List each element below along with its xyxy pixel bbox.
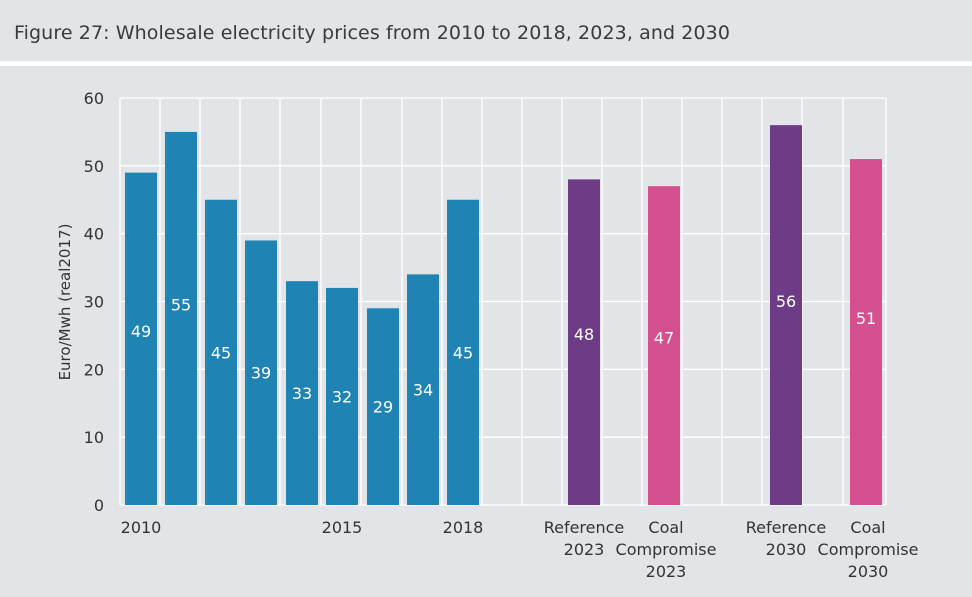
y-tick-label: 60 [84,89,104,108]
bar-value-label: 34 [413,381,433,400]
x-tick-label: 2018 [443,518,484,537]
y-tick-label: 10 [84,428,104,447]
bar-value-label: 32 [332,387,352,406]
bar [245,240,277,505]
x-tick-label: 2015 [322,518,363,537]
y-tick-label: 0 [94,496,104,515]
bar [326,287,358,505]
x-tick-label: Coal Compromise 2023 [616,518,717,581]
bar-value-label: 45 [211,343,231,362]
bar [447,199,479,505]
axis-layer: 0 10 20 30 40 50 60 Euro/Mwh (real2017) 2010 2015… [56,89,918,581]
bar-layer [125,125,882,506]
bar-value-label: 47 [654,329,674,348]
grid-layer [119,97,887,506]
bar-value-label: 55 [171,295,191,314]
bar-value-label: 48 [574,325,594,344]
bar-value-label: 56 [776,292,796,311]
bar-value-label: 49 [131,322,151,341]
bar [648,186,680,505]
bar [205,199,237,505]
y-tick-label: 40 [84,225,104,244]
bar [286,281,318,505]
bar [850,159,882,506]
bar-value-label: 45 [453,343,473,362]
bar [770,125,802,505]
x-tick-label: 2010 [121,518,162,537]
title-divider [0,61,972,66]
y-tick-label: 50 [84,157,104,176]
x-tick-label: Reference 2030 [746,518,827,559]
bar [407,274,439,505]
y-tick-label: 20 [84,360,104,379]
bar [568,179,600,505]
x-tick-label: Reference 2023 [544,518,625,559]
bar [165,131,197,505]
figure-title: Figure 27: Wholesale electricity prices … [14,22,731,44]
y-axis-title: Euro/Mwh (real2017) [56,224,74,381]
x-tick-label: Coal Compromise 2030 [818,518,919,581]
bar-value-label: 33 [292,384,312,403]
bar [367,308,399,505]
bar [125,172,157,505]
value-label-layer: 49 55 45 39 33 32 29 34 45 48 47 56 51 [131,292,876,417]
y-tick-label: 30 [84,293,104,312]
bar-value-label: 39 [251,364,271,383]
bar-value-label: 29 [373,398,393,417]
bar-value-label: 51 [856,309,876,328]
